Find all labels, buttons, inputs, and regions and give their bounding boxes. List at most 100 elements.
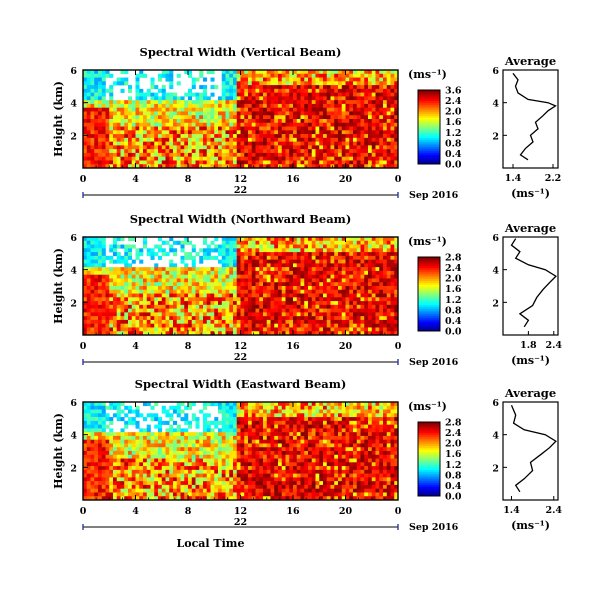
heatmap-cell xyxy=(188,92,193,97)
heatmap-cell xyxy=(244,96,249,101)
heatmap-cell xyxy=(311,278,316,283)
heatmap-cell xyxy=(296,301,301,306)
heatmap-cell xyxy=(131,244,136,249)
heatmap-cell xyxy=(278,270,283,275)
heatmap-cell xyxy=(244,240,249,245)
heatmap-cell xyxy=(146,111,151,116)
heatmap-cell xyxy=(326,115,331,120)
heatmap-cell xyxy=(375,145,380,150)
heatmap-cell xyxy=(368,267,373,272)
heatmap-cell xyxy=(308,263,313,268)
heatmap-cell xyxy=(120,286,125,291)
heatmap-cell xyxy=(195,316,200,321)
heatmap-cell xyxy=(240,252,245,257)
heatmap-cell xyxy=(383,297,388,302)
heatmap-cell xyxy=(158,126,163,131)
heatmap-cell xyxy=(386,244,391,249)
heatmap-cell xyxy=(176,100,181,105)
heatmap-cell xyxy=(113,244,118,249)
heatmap-cell xyxy=(146,473,151,478)
heatmap-cell xyxy=(120,488,125,493)
y-tick-label: 2 xyxy=(70,298,77,309)
heatmap-cell xyxy=(101,312,106,317)
heatmap-cell xyxy=(94,458,99,463)
heatmap-cell xyxy=(135,451,140,456)
heatmap-cell xyxy=(124,458,129,463)
heatmap-cell xyxy=(116,462,121,467)
heatmap-cell xyxy=(116,267,121,272)
heatmap-cell xyxy=(218,267,223,272)
heatmap-cell xyxy=(248,319,253,324)
heatmap-cell xyxy=(90,469,95,474)
heatmap-cell xyxy=(83,439,88,444)
heatmap-cell xyxy=(146,447,151,452)
heatmap-cell xyxy=(131,160,136,165)
heatmap-cell xyxy=(364,240,369,245)
heatmap-cell xyxy=(131,435,136,440)
heatmap-cell xyxy=(266,304,271,309)
heatmap-cell xyxy=(293,327,298,332)
heatmap-cell xyxy=(353,122,358,127)
heatmap-cell xyxy=(131,439,136,444)
heatmap-cell xyxy=(259,126,264,131)
heatmap-cell xyxy=(379,297,384,302)
heatmap-cell xyxy=(105,316,110,321)
heatmap-cell xyxy=(326,73,331,78)
heatmap-cell xyxy=(229,331,234,336)
heatmap-cell xyxy=(173,130,178,135)
heatmap-cell xyxy=(386,81,391,86)
heatmap-cell xyxy=(289,319,294,324)
heatmap-cell xyxy=(360,134,365,139)
heatmap-cell xyxy=(188,443,193,448)
heatmap-cell xyxy=(83,81,88,86)
heatmap-cell xyxy=(120,137,125,142)
heatmap-cell xyxy=(120,439,125,444)
heatmap-cell xyxy=(113,248,118,253)
heatmap-cell xyxy=(330,240,335,245)
heatmap-cell xyxy=(304,244,309,249)
heatmap-cell xyxy=(135,278,140,283)
heatmap-cell xyxy=(225,267,230,272)
heatmap-cell xyxy=(233,274,238,279)
heatmap-cell xyxy=(229,312,234,317)
heatmap-cell xyxy=(176,477,181,482)
heatmap-cell xyxy=(203,301,208,306)
heatmap-cell xyxy=(383,282,388,287)
heatmap-cell xyxy=(371,267,376,272)
heatmap-cell xyxy=(173,405,178,410)
heatmap-cell xyxy=(214,244,219,249)
heatmap-cell xyxy=(165,278,170,283)
heatmap-cell xyxy=(334,297,339,302)
heatmap-cell xyxy=(143,141,148,146)
heatmap-cell xyxy=(188,458,193,463)
heatmap-cell xyxy=(173,141,178,146)
heatmap-cell xyxy=(214,152,219,157)
heatmap-cell xyxy=(165,107,170,112)
heatmap-cell xyxy=(353,312,358,317)
heatmap-cell xyxy=(229,319,234,324)
heatmap-cell xyxy=(341,100,346,105)
heatmap-cell xyxy=(293,252,298,257)
heatmap-cell xyxy=(323,164,328,169)
heatmap-cell xyxy=(315,107,320,112)
heatmap-cell xyxy=(330,92,335,97)
heatmap-cell xyxy=(109,492,114,497)
heatmap-cell xyxy=(150,107,155,112)
heatmap-cell xyxy=(94,466,99,471)
heatmap-cell xyxy=(83,119,88,124)
heatmap-cell xyxy=(169,327,174,332)
colorbar-segment xyxy=(418,299,440,302)
colorbar-segment xyxy=(418,290,440,293)
heatmap-cell xyxy=(360,77,365,82)
heatmap-cell xyxy=(296,244,301,249)
heatmap-cell xyxy=(379,70,384,75)
heatmap-cell xyxy=(244,237,249,242)
heatmap-cell xyxy=(390,122,395,127)
heatmap-cell xyxy=(394,77,399,82)
heatmap-cell xyxy=(146,466,151,471)
heatmap-cell xyxy=(281,301,286,306)
heatmap-cell xyxy=(184,282,189,287)
heatmap-cell xyxy=(341,304,346,309)
heatmap-cell xyxy=(229,122,234,127)
heatmap-cell xyxy=(394,263,399,268)
